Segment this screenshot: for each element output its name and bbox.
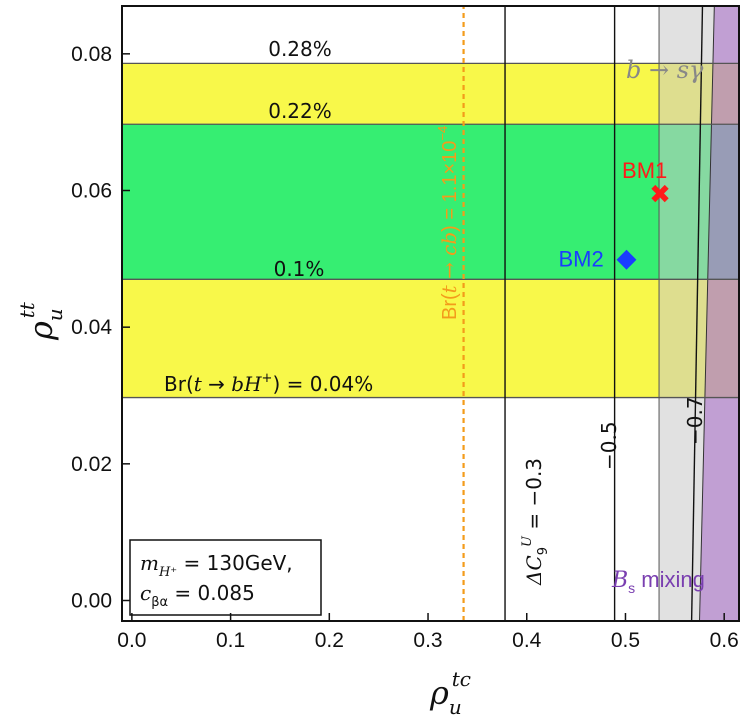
yellow-band-upper (122, 63, 739, 125)
delta-c9-contour-0.7 (690, 6, 704, 621)
legend-line-2: cβα = 0.085 (140, 581, 255, 610)
y-tick-label: 0.02 (71, 453, 112, 476)
x-axis-title: ρutc (429, 667, 471, 719)
x-tick-label: 0.4 (512, 629, 542, 652)
label-0.28: 0.28% (268, 37, 332, 61)
label-0.04: Br(t → bH+) = 0.04% (164, 371, 373, 396)
benchmark-bm1-label: BM1 (622, 158, 667, 183)
x-tick-label: 0.0 (117, 629, 146, 652)
plot-frame (121, 5, 740, 622)
benchmark-bm2-marker: ◆ (616, 243, 636, 273)
label-br-t-cb: Br(t → cb) = 1.1×10−4 (435, 126, 461, 320)
label-0.1: 0.1% (274, 257, 325, 281)
x-tick-label: 0.6 (710, 629, 739, 652)
label-delta-c9-0.3: ΔC9U = −0.3 (520, 458, 551, 586)
label-delta-c9-0.5: −0.5 (597, 421, 621, 470)
benchmark-bm1-marker: ✖ (649, 180, 671, 210)
x-tick-label: 0.2 (315, 629, 344, 652)
y-tick-label: 0.06 (71, 180, 112, 203)
x-tick-label: 0.1 (216, 629, 245, 652)
x-axis-ticks: 0.0 0.1 0.2 0.3 0.4 0.5 0.6 (117, 613, 739, 652)
legend-line-1: mH⁺ = 130GeV, (140, 551, 293, 580)
green-band (122, 124, 739, 280)
benchmark-bm2-label: BM2 (558, 246, 603, 271)
y-tick-label: 0.08 (71, 43, 112, 66)
y-axis-ticks: 0.00 0.02 0.04 0.06 0.08 (71, 43, 130, 613)
y-axis-title: ρutt (15, 301, 67, 341)
y-tick-label: 0.00 (71, 590, 112, 613)
x-tick-label: 0.3 (413, 629, 442, 652)
legend-box (129, 539, 322, 616)
label-0.22: 0.22% (268, 99, 332, 123)
label-delta-c9-0.7: −0.7 (683, 396, 707, 445)
bs-mixing-region (699, 6, 739, 621)
x-tick-label: 0.5 (611, 629, 640, 652)
y-tick-label: 0.04 (71, 316, 112, 339)
yellow-band-lower (122, 279, 739, 398)
label-bs-mixing: Bs mixing (611, 567, 705, 596)
label-b-to-s-gamma: b → sγ (626, 56, 704, 84)
